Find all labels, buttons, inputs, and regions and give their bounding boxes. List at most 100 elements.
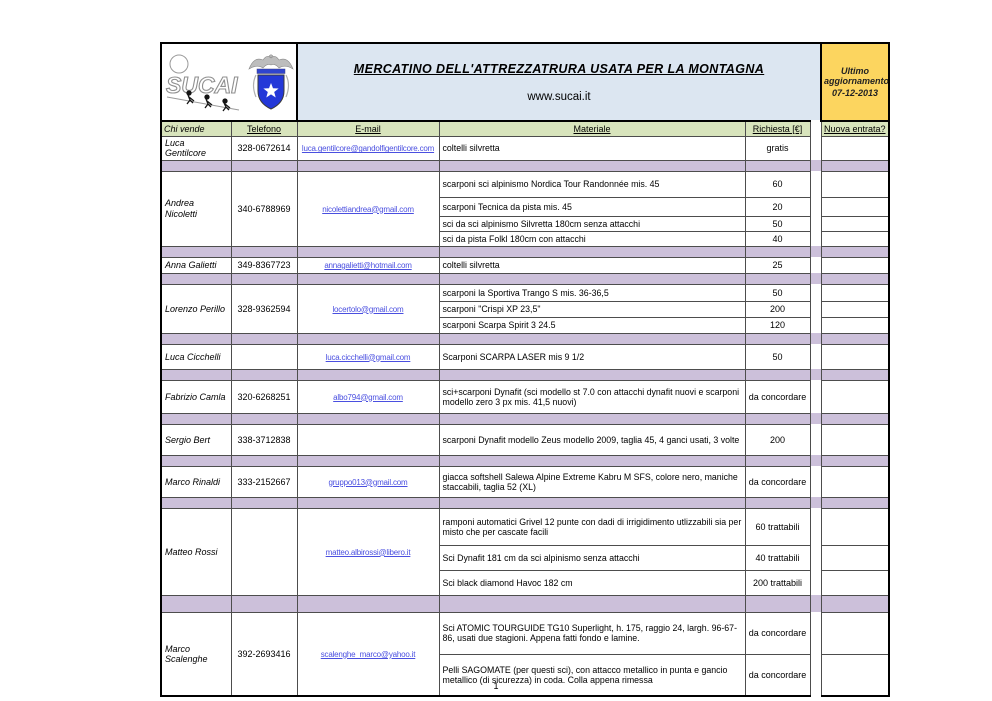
material-cell: scarponi Tecnica da pista mis. 45 (438, 196, 746, 217)
column-header-nuova-entrata: Nuova entrata? (820, 120, 890, 137)
listing-row: Sergio Bert 338-3712838 scarponi Dynafit m… (160, 423, 890, 456)
spacer-cell (809, 301, 822, 318)
banner-row: SUCAI (160, 42, 890, 122)
spacer-cell (809, 216, 822, 232)
separator-cell (160, 594, 232, 613)
separator-cell (809, 496, 822, 509)
new-entry-cell (820, 215, 890, 232)
seller-email-link[interactable]: gruppo013@gmail.com (328, 477, 408, 487)
seller-phone-cell: 340-6788969 (230, 170, 298, 247)
seller-email-link[interactable]: nicolettiandrea@gmail.com (322, 204, 414, 214)
seller-phone-cell (230, 507, 298, 596)
new-entry-cell (820, 230, 890, 247)
seller-email-link[interactable]: albo794@gmail.com (333, 392, 403, 402)
separator-cell (230, 412, 298, 425)
new-entry-cell (820, 136, 890, 161)
spacer-cell (809, 136, 822, 161)
seller-email-link[interactable]: matteo.albirossi@libero.it (325, 547, 411, 557)
spacer-cell (809, 171, 822, 198)
listing-row: Matteo Rossi matteo.albirossi@libero.it ra… (160, 507, 890, 596)
listing-row: Marco Rinaldi 333-2152667 gruppo013@gmail.… (160, 465, 890, 498)
separator-cell (438, 368, 746, 381)
price-cell: da concordare (744, 653, 811, 697)
seller-email-link[interactable]: luca.gentilcore@gandolfigentilcore.com (301, 144, 435, 154)
title-cell: MERCATINO DELL'ATTREZZATRURA USATA PER L… (296, 42, 822, 122)
material-cell: ramponi automatici Grivel 12 punte con d… (438, 507, 746, 546)
spacer-cell (809, 231, 822, 247)
listing-row: Luca Gentilcore 328-0672614 luca.gentilcor… (160, 136, 890, 161)
separator-cell (820, 454, 890, 467)
separator-cell (744, 159, 811, 172)
seller-email-link[interactable]: annagalietti@hotmail.com (324, 261, 412, 271)
separator-cell (230, 594, 298, 613)
separator-cell (160, 496, 232, 509)
separator-cell (160, 368, 232, 381)
seller-email-link[interactable]: scalenghe_marco@yahoo.it (320, 649, 416, 659)
separator-cell (820, 332, 890, 345)
separator-cell (296, 454, 440, 467)
material-cell: sci da sci alpinismo Silvretta 180cm sen… (438, 215, 746, 232)
price-cell: 200 trattabili (744, 569, 811, 596)
column-header-richiesta: Richiesta [€] (744, 120, 811, 137)
separator-cell (820, 159, 890, 172)
material-cell: coltelli silvretta (438, 136, 746, 161)
new-entry-cell (820, 196, 890, 217)
spacer-cell (809, 380, 822, 414)
seller-phone-cell: 328-9362594 (230, 283, 298, 334)
price-cell: 25 (744, 256, 811, 274)
new-entry-cell (820, 316, 890, 334)
listing-row: Pelli SAGOMATE (per questi sci), con att… (161, 653, 890, 697)
seller-name-cell: Luca Gentilcore (160, 136, 232, 161)
separator-row (160, 412, 890, 425)
price-cell: 40 trattabili (744, 544, 811, 571)
spacer-cell (809, 317, 822, 334)
new-entry-cell (820, 300, 890, 318)
separator-cell (296, 245, 440, 258)
separator-cell (820, 412, 890, 425)
separator-cell (230, 454, 298, 467)
seller-name-cell: Lorenzo Perillo (160, 283, 232, 334)
new-entry-cell (820, 465, 890, 498)
material-cell: scarponi Scarpa Spirit 3 24.5 (438, 316, 746, 334)
seller-phone-cell: 349-8367723 (230, 256, 298, 274)
seller-email-cell: locertolo@gmail.com (296, 283, 440, 334)
new-entry-cell (820, 283, 890, 302)
listing-row: Andrea Nicoletti 340-6788969 nicolettiandr… (160, 170, 890, 247)
new-entry-cell (820, 507, 890, 546)
column-header-chi-vende: Chi vende (160, 120, 232, 137)
spacer-cell (809, 344, 822, 370)
separator-cell (296, 496, 440, 509)
seller-name-cell: Marco Scalenghe (160, 611, 232, 697)
spacer-cell (809, 508, 822, 546)
seller-phone-cell: 338-3712838 (230, 423, 298, 456)
seller-name-cell: Sergio Bert (160, 423, 232, 456)
separator-cell (809, 159, 822, 172)
seller-email-cell: annagalietti@hotmail.com (296, 256, 440, 274)
spacer-cell (809, 197, 822, 217)
seller-email-cell (296, 423, 440, 456)
new-entry-cell (820, 544, 890, 571)
page-number: 1 (493, 681, 499, 691)
page-title: MERCATINO DELL'ATTREZZATRURA USATA PER L… (353, 62, 765, 77)
separator-cell (160, 332, 232, 345)
separator-row (160, 272, 890, 285)
seller-email-link[interactable]: luca.cicchelli@gmail.com (325, 352, 411, 362)
listing-row: Marco Scalenghe 392-2693416 scalenghe_marc… (160, 611, 890, 697)
separator-cell (820, 245, 890, 258)
material-cell: giacca softshell Salewa Alpine Extreme K… (438, 465, 746, 498)
separator-cell (438, 159, 746, 172)
material-cell: scarponi la Sportiva Trango S mis. 36-36… (438, 283, 746, 302)
separator-cell (744, 496, 811, 509)
website-text: www.sucai.it (527, 90, 591, 103)
separator-row (160, 594, 890, 613)
price-cell: 200 (744, 423, 811, 456)
seller-email-link[interactable]: locertolo@gmail.com (332, 304, 404, 314)
separator-cell (744, 412, 811, 425)
spacer-cell (809, 570, 822, 596)
separator-row (160, 332, 890, 345)
price-cell: da concordare (744, 611, 811, 655)
separator-cell (438, 245, 746, 258)
material-cell: Sci Dynafit 181 cm da sci alpinismo senz… (438, 544, 746, 571)
separator-cell (230, 245, 298, 258)
material-cell: scarponi sci alpinismo Nordica Tour Rand… (438, 170, 746, 198)
